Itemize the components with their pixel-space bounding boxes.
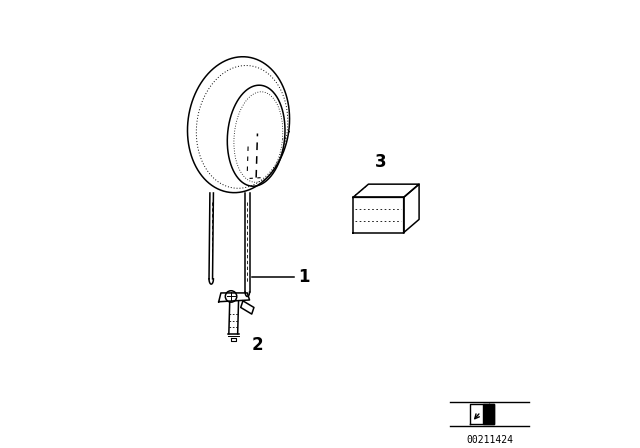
- Text: 1: 1: [298, 267, 310, 286]
- Text: 3: 3: [375, 153, 387, 171]
- Polygon shape: [483, 405, 494, 424]
- Text: 2: 2: [252, 336, 264, 354]
- Text: 00211424: 00211424: [466, 435, 513, 445]
